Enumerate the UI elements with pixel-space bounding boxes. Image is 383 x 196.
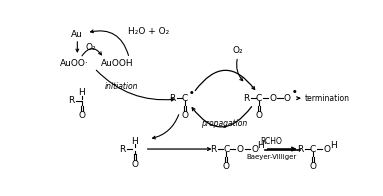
Text: O: O [131,160,138,169]
Text: •: • [291,88,297,97]
Text: O: O [284,94,291,103]
Text: C: C [255,94,262,103]
Text: R: R [68,96,74,105]
Text: O: O [237,144,244,153]
Text: O: O [309,162,316,171]
Text: O₂: O₂ [85,43,96,52]
Text: Baeyer-Villiger: Baeyer-Villiger [246,154,296,160]
Text: initiation: initiation [105,82,138,91]
Text: R: R [119,144,125,153]
Text: R: R [243,94,249,103]
Text: O: O [79,111,85,120]
Text: R: R [211,144,217,153]
Text: O: O [323,144,331,153]
Text: H: H [258,141,264,150]
Text: O: O [182,111,188,120]
Text: H: H [79,88,85,97]
Text: C: C [310,144,316,153]
Text: C: C [223,144,229,153]
Text: RCHO: RCHO [260,137,282,146]
Text: O: O [223,162,230,171]
Text: O: O [255,111,262,120]
Text: O: O [251,144,258,153]
Text: O₂: O₂ [232,46,243,55]
Text: H₂O + O₂: H₂O + O₂ [128,27,169,36]
Text: propagation: propagation [201,119,248,128]
Text: R: R [170,94,176,103]
Text: •: • [189,89,195,98]
Text: termination: termination [304,94,349,103]
Text: O: O [269,94,276,103]
Text: R: R [298,144,304,153]
Text: H: H [131,137,138,146]
Text: AuOOH: AuOOH [101,59,134,68]
Text: H: H [330,141,336,150]
Text: AuOO·: AuOO· [60,59,88,68]
Text: C: C [182,94,188,103]
Text: Au: Au [71,30,83,39]
